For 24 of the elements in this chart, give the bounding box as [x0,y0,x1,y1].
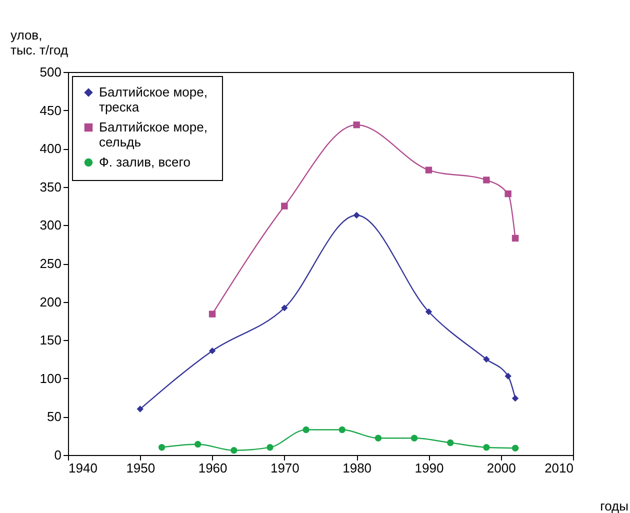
y-tick-label: 100 [40,370,62,386]
y-tick-label: 400 [40,141,62,156]
x-tick-label: 1970 [270,460,300,476]
legend-label: Балтийское море, сельдь [99,120,208,150]
y-tick-label: 250 [40,256,62,271]
y-tick-label: 200 [40,294,62,310]
x-tick-label: 2000 [486,460,516,476]
y-tick-label: 350 [40,179,62,194]
x-tick-label: 1940 [68,460,98,476]
y-tick-label: 300 [40,218,62,233]
x-tick-label: 1990 [414,460,444,476]
x-tick-label: 1960 [198,460,228,476]
x-tick-label: 1950 [126,460,156,476]
y-tick-label: 150 [40,332,62,348]
legend-label: Балтийское море, треска [99,84,208,114]
y-tick-label: 450 [40,102,62,118]
y-tick-label: 50 [47,409,62,424]
x-axis-title: годы [600,498,628,513]
y-tick-label: 0 [54,448,62,462]
y-axis-title: улов, тыс. т/год [10,28,68,58]
x-tick-label: 2010 [544,460,574,476]
y-tick-label: 500 [40,64,62,80]
legend-label: Ф. залив, всего [99,154,190,170]
x-tick-label: 1980 [342,460,372,476]
